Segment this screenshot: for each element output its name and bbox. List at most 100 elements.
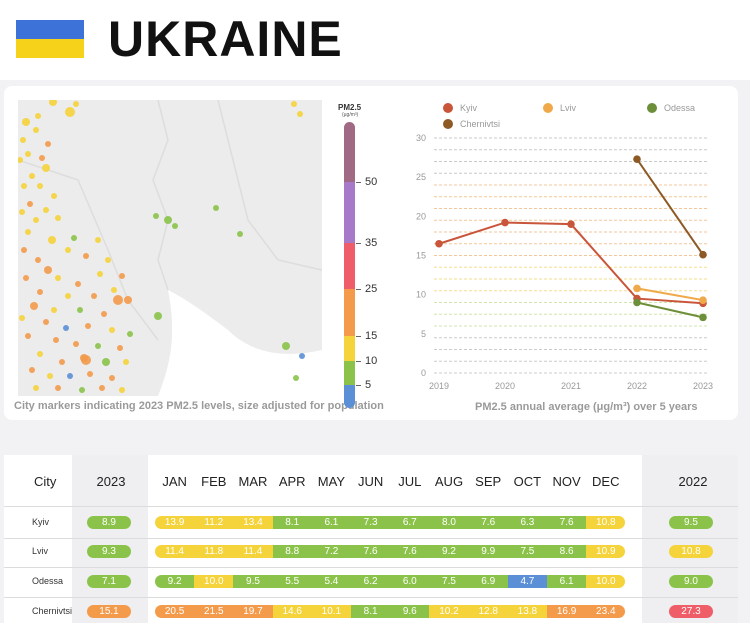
city-marker[interactable]: [71, 235, 77, 241]
value-2022: 27.3: [669, 605, 713, 618]
city-marker[interactable]: [18, 157, 23, 163]
city-marker[interactable]: [21, 183, 27, 189]
city-marker[interactable]: [111, 287, 117, 293]
city-marker[interactable]: [55, 215, 61, 221]
city-marker[interactable]: [25, 333, 31, 339]
city-marker[interactable]: [81, 355, 91, 365]
city-marker[interactable]: [85, 323, 91, 329]
city-marker[interactable]: [73, 341, 79, 347]
city-marker[interactable]: [49, 100, 57, 106]
city-marker[interactable]: [39, 155, 45, 161]
data-point-kyiv[interactable]: [501, 218, 509, 227]
city-marker[interactable]: [63, 325, 69, 331]
city-marker[interactable]: [297, 111, 303, 117]
data-point-odessa[interactable]: [633, 298, 641, 307]
city-marker[interactable]: [29, 367, 35, 373]
city-marker[interactable]: [33, 217, 39, 223]
data-point-odessa[interactable]: [699, 313, 707, 322]
city-marker[interactable]: [109, 375, 115, 381]
city-marker[interactable]: [95, 343, 101, 349]
city-marker[interactable]: [45, 141, 51, 147]
city-marker[interactable]: [42, 164, 50, 172]
city-marker[interactable]: [48, 236, 56, 244]
month-value: 11.4: [155, 545, 195, 558]
city-marker[interactable]: [213, 205, 219, 211]
city-marker[interactable]: [59, 359, 65, 365]
city-marker[interactable]: [124, 296, 132, 304]
city-marker[interactable]: [117, 345, 123, 351]
city-marker[interactable]: [29, 173, 35, 179]
city-marker[interactable]: [105, 257, 111, 263]
city-marker[interactable]: [102, 358, 110, 366]
city-marker[interactable]: [33, 385, 39, 391]
city-marker[interactable]: [51, 307, 57, 313]
city-marker[interactable]: [43, 207, 49, 213]
city-marker[interactable]: [83, 253, 89, 259]
city-marker[interactable]: [21, 247, 27, 253]
city-marker[interactable]: [37, 351, 43, 357]
city-marker[interactable]: [51, 193, 57, 199]
city-marker[interactable]: [65, 247, 71, 253]
city-marker[interactable]: [119, 273, 125, 279]
data-point-lviv[interactable]: [633, 284, 641, 293]
city-marker[interactable]: [53, 337, 59, 343]
data-point-kyiv[interactable]: [435, 239, 443, 248]
city-marker[interactable]: [19, 315, 25, 321]
city-marker[interactable]: [75, 281, 81, 287]
city-marker[interactable]: [22, 118, 30, 126]
city-marker[interactable]: [27, 201, 33, 207]
city-marker[interactable]: [282, 342, 290, 350]
city-marker[interactable]: [77, 307, 83, 313]
city-marker[interactable]: [123, 359, 129, 365]
data-point-lviv[interactable]: [699, 296, 707, 304]
city-marker[interactable]: [55, 385, 61, 391]
city-marker[interactable]: [37, 183, 43, 189]
data-point-chernivtsi[interactable]: [633, 155, 641, 163]
city-marker[interactable]: [37, 289, 43, 295]
scale-label: 10: [365, 355, 378, 367]
y-tick-label: 15: [416, 251, 426, 261]
city-marker[interactable]: [35, 113, 41, 119]
city-marker[interactable]: [291, 101, 297, 107]
city-marker[interactable]: [119, 387, 125, 393]
city-marker[interactable]: [65, 107, 75, 117]
city-marker[interactable]: [30, 302, 38, 310]
month-value: 10.0: [586, 575, 626, 588]
city-marker[interactable]: [25, 229, 31, 235]
city-marker[interactable]: [164, 216, 172, 224]
city-marker[interactable]: [95, 237, 101, 243]
city-marker[interactable]: [109, 327, 115, 333]
city-marker[interactable]: [20, 137, 26, 143]
data-point-kyiv[interactable]: [567, 220, 575, 228]
city-marker[interactable]: [19, 209, 25, 215]
city-marker[interactable]: [99, 385, 105, 391]
city-marker[interactable]: [87, 371, 93, 377]
city-marker[interactable]: [44, 266, 52, 274]
city-marker[interactable]: [55, 275, 61, 281]
city-marker[interactable]: [113, 295, 123, 305]
city-marker[interactable]: [91, 293, 97, 299]
city-marker[interactable]: [73, 101, 79, 107]
city-marker[interactable]: [127, 331, 133, 337]
city-marker[interactable]: [43, 319, 49, 325]
month-value: 13.9: [155, 516, 195, 529]
city-marker[interactable]: [97, 271, 103, 277]
city-marker[interactable]: [35, 257, 41, 263]
city-marker[interactable]: [33, 127, 39, 133]
pm25-map[interactable]: [18, 100, 322, 396]
city-marker[interactable]: [67, 373, 73, 379]
city-marker[interactable]: [23, 275, 29, 281]
city-marker[interactable]: [293, 375, 299, 381]
month-value: 6.9: [468, 575, 508, 588]
city-marker[interactable]: [25, 151, 31, 157]
city-marker[interactable]: [153, 213, 159, 219]
city-marker[interactable]: [172, 223, 178, 229]
data-point-chernivtsi[interactable]: [699, 250, 707, 259]
city-marker[interactable]: [65, 293, 71, 299]
city-marker[interactable]: [101, 311, 107, 317]
city-marker[interactable]: [79, 387, 85, 393]
city-marker[interactable]: [299, 353, 305, 359]
city-marker[interactable]: [47, 373, 53, 379]
city-marker[interactable]: [154, 312, 162, 320]
city-marker[interactable]: [237, 231, 243, 237]
